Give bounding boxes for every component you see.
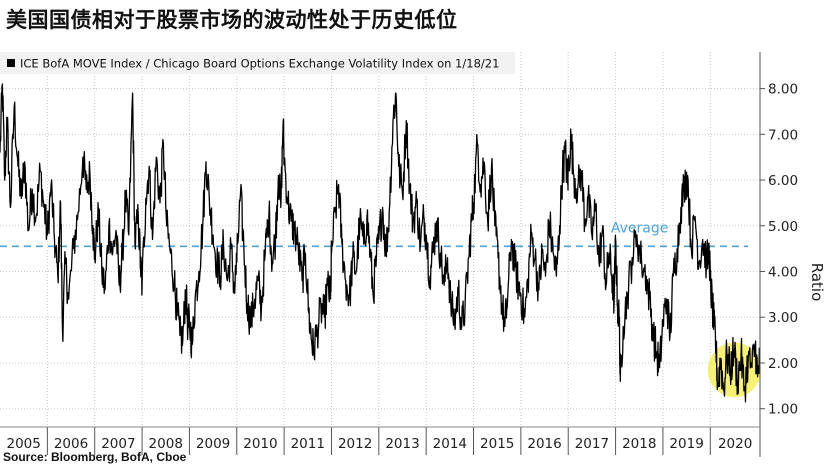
x-tick-label: 2006: [54, 436, 88, 452]
x-tick-label: 2005: [6, 436, 40, 452]
y-tick-label: 4.00: [768, 265, 798, 281]
y-axis: 1.00 2.00 3.00 4.00 5.00 6.00 7.00 8.00: [759, 52, 798, 457]
x-tick-label: 2016: [527, 436, 561, 452]
x-tick-label: 2014: [433, 436, 467, 452]
x-axis: 2005 2006 2007 2008 2009 2010 2011 2012 2013 2014…: [0, 426, 760, 455]
y-tick-label: 6.00: [768, 173, 798, 189]
legend-background: [0, 52, 515, 74]
x-tick-label: 2018: [622, 436, 656, 452]
average-label: Average: [611, 220, 669, 236]
y-tick-label: 7.00: [768, 127, 798, 143]
x-tick-label: 2020: [718, 436, 752, 452]
x-tick-label: 2007: [101, 436, 135, 452]
y-tick-label: 2.00: [768, 356, 798, 372]
legend-swatch: [7, 59, 15, 67]
plot-background: [0, 52, 760, 457]
chart-area: Average ICE BofA MOVE Index / Chicago Bo…: [0, 52, 831, 457]
source-note: Source: Bloomberg, BofA, Cboe: [3, 450, 187, 464]
x-tick-label: 2011: [291, 436, 325, 452]
x-tick-label: 2019: [669, 436, 703, 452]
legend: ICE BofA MOVE Index / Chicago Board Opti…: [0, 52, 515, 74]
y-tick-label: 5.00: [768, 219, 798, 235]
x-tick-label: 2009: [196, 436, 230, 452]
x-tick-label: 2012: [338, 436, 372, 452]
series-line: [0, 83, 761, 403]
x-tick-label: 2010: [243, 436, 277, 452]
y-tick-label: 3.00: [768, 310, 798, 326]
y-tick-label: 8.00: [768, 82, 798, 98]
chart-title: 美国国债相对于股票市场的波动性处于历史低位: [6, 8, 458, 32]
chart-svg: Average ICE BofA MOVE Index / Chicago Bo…: [0, 52, 826, 457]
y-tick-label: 1.00: [768, 402, 798, 418]
y-axis-title: Ratio: [808, 263, 826, 302]
average-layer: Average: [0, 220, 748, 248]
x-tick-label: 2017: [575, 436, 609, 452]
x-tick-label: 2015: [480, 436, 514, 452]
series-layer: [0, 83, 761, 403]
x-tick-label: 2008: [149, 436, 183, 452]
legend-text: ICE BofA MOVE Index / Chicago Board Opti…: [20, 57, 499, 71]
x-tick-label: 2013: [385, 436, 419, 452]
